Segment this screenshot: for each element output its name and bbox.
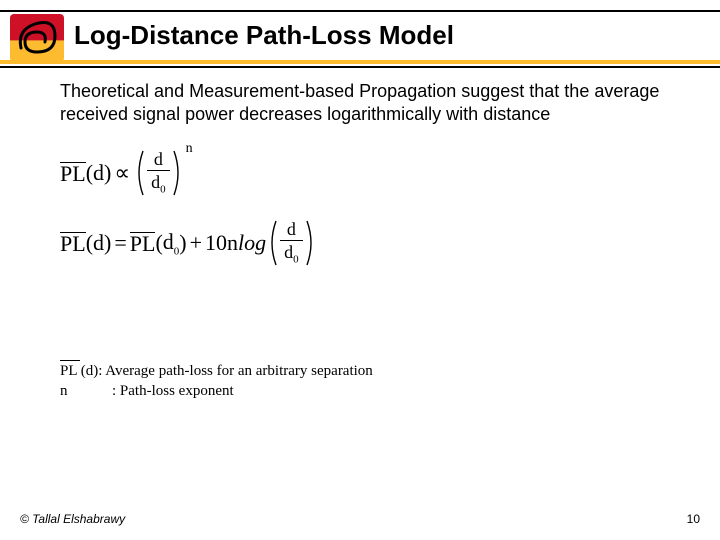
fn-d0-2b: d0 [163,229,180,257]
plus-sym: + [190,230,202,256]
logo [10,14,64,62]
frac2-den: d0 [280,242,303,267]
logo-swirl-icon [15,18,59,56]
fn-close-1: ) [104,160,111,186]
fn-open-1: ( [86,160,93,186]
plbar-2a: PL [60,232,86,254]
frac-1: d d0 [147,149,170,197]
frac-2: d d0 [280,219,303,267]
equation-2: PL ( d ) = PL ( d0 ) + 10n log [60,219,680,267]
slide-header: Log-Distance Path-Loss Model [0,0,720,68]
page-number: 10 [687,512,700,526]
legend-line-1: PL (d): Average path-loss for an arbitra… [60,361,373,381]
log-word: log [238,230,266,256]
ten-n: 10n [205,230,238,256]
rparen-2 [305,219,317,267]
slide-root: Log-Distance Path-Loss Model Theoretical… [0,0,720,540]
rparen-1 [172,149,184,197]
lparen-2 [266,219,278,267]
eq-sym: = [114,230,126,256]
pl-label-2b: PL [130,234,156,254]
plbar-2b: PL [130,232,156,254]
legend-n: n [60,381,112,401]
lparen-1 [133,149,145,197]
copyright-text: © Tallal Elshabrawy [20,512,125,526]
slide-footer: © Tallal Elshabrawy 10 [20,512,700,526]
rule-bottom [0,66,720,68]
prop-sym: ∝ [114,160,130,186]
equation-block: PL ( d ) ∝ d d0 n [60,149,680,267]
pl-label: PL [60,164,86,184]
equation-1: PL ( d ) ∝ d d0 n [60,149,680,197]
plbar-1: PL [60,162,86,184]
legend: PL (d): Average path-loss for an arbitra… [60,360,373,402]
exp-n: n [186,141,193,157]
rule-top [0,10,720,12]
fn-d-1: d [93,160,104,186]
slide-title: Log-Distance Path-Loss Model [74,20,454,51]
frac1-num: d [150,149,167,169]
frac2-num: d [283,219,300,239]
pl-label-2a: PL [60,234,86,254]
legend-n-desc: : Path-loss exponent [112,383,234,399]
rule-yellow [0,60,720,64]
legend-line-2: n: Path-loss exponent [60,381,373,401]
slide-body: Theoretical and Measurement-based Propag… [60,80,680,289]
intro-text: Theoretical and Measurement-based Propag… [60,80,680,125]
fn-d-2a: d [93,230,104,256]
frac1-den: d0 [147,172,170,197]
